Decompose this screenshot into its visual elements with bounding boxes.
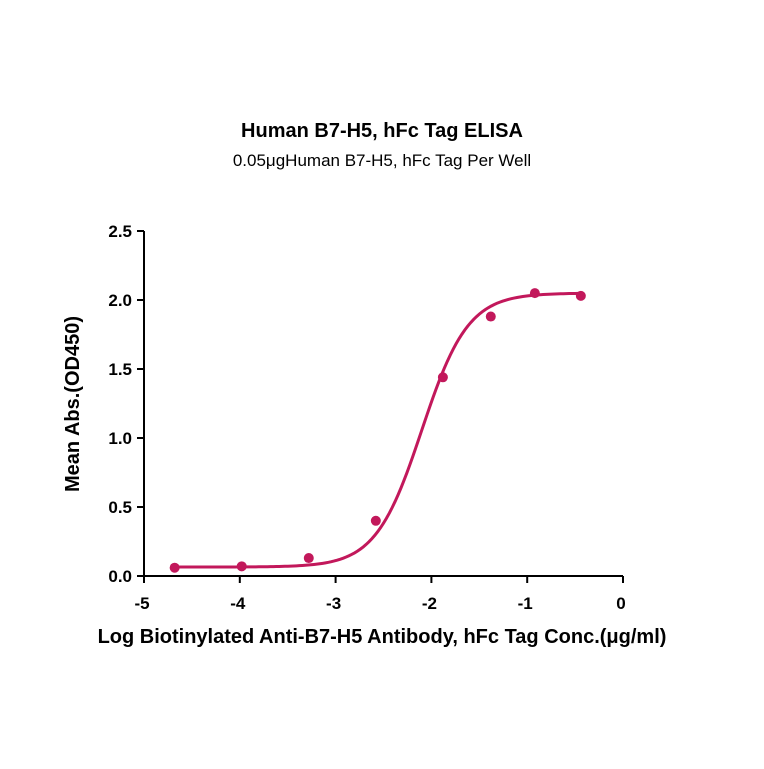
- plot-area: [169, 288, 586, 573]
- fit-curve: [174, 291, 581, 569]
- data-point: [169, 562, 180, 573]
- data-point: [303, 553, 314, 564]
- x-axis-label: Log Biotinylated Anti-B7-H5 Antibody, hF…: [98, 626, 667, 648]
- data-point: [437, 372, 448, 383]
- y-tick-label: 0.0: [108, 567, 132, 586]
- chart-title: Human B7-H5, hFc Tag ELISA: [241, 120, 523, 142]
- chart-subtitle: 0.05μgHuman B7-H5, hFc Tag Per Well: [233, 151, 531, 170]
- data-point: [529, 288, 540, 299]
- y-axis-label: Mean Abs.(OD450): [62, 316, 84, 492]
- x-axis-ticks: -5 -4 -3 -2 -1 0: [134, 576, 626, 613]
- x-tick-label: -4: [230, 594, 246, 613]
- y-tick-label: 0.5: [108, 498, 132, 517]
- x-tick-label: 0: [616, 594, 625, 613]
- y-tick-label: 2.0: [108, 291, 132, 310]
- x-tick-label: -1: [518, 594, 533, 613]
- data-point: [485, 311, 496, 322]
- y-tick-label: 2.5: [108, 222, 132, 241]
- y-tick-label: 1.0: [108, 429, 132, 448]
- y-axis-ticks: 0.0 0.5 1.0 1.5 2.0 2.5: [108, 222, 144, 586]
- data-point: [575, 290, 586, 301]
- y-tick-label: 1.5: [108, 360, 132, 379]
- x-tick-label: -2: [422, 594, 437, 613]
- data-point: [236, 561, 247, 572]
- data-point: [370, 515, 381, 526]
- x-tick-label: -5: [134, 594, 149, 613]
- x-tick-label: -3: [326, 594, 341, 613]
